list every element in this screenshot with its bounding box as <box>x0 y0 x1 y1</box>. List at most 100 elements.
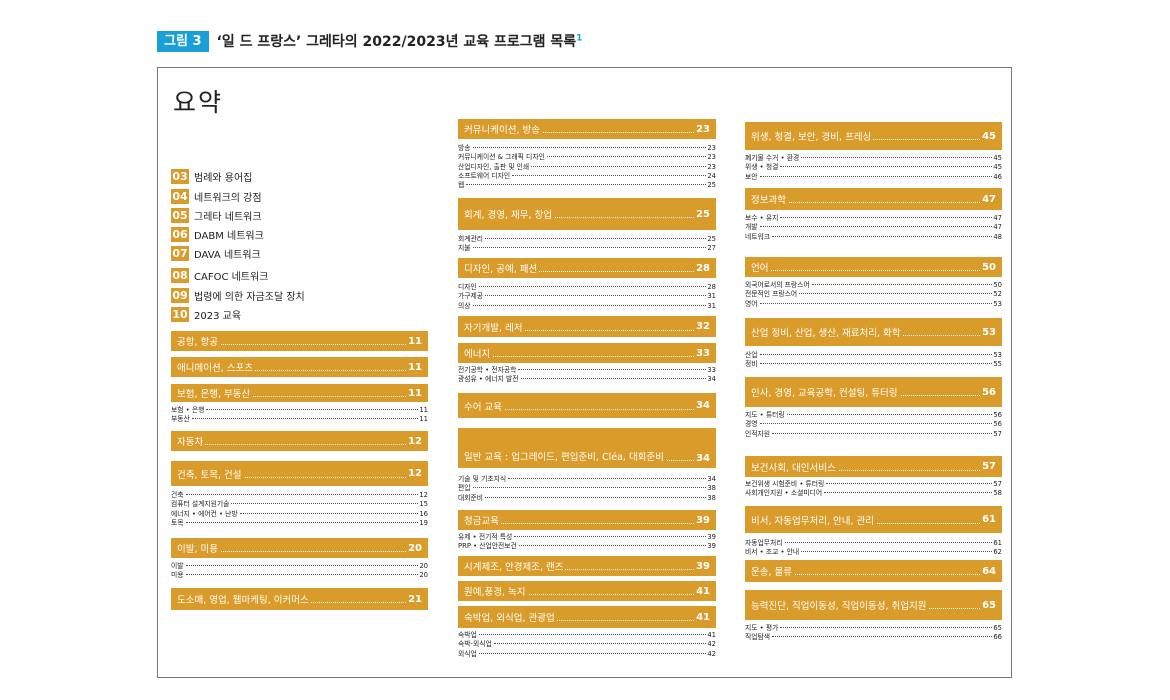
section-item[interactable]: 영어 53 <box>745 297 1002 308</box>
leader-dots <box>546 156 707 158</box>
section-page: 53 <box>982 326 996 338</box>
section-page: 61 <box>982 514 996 525</box>
section-item[interactable]: 보안 46 <box>745 170 1002 181</box>
toc-item[interactable]: 06 DABM 네트워크 <box>171 226 264 242</box>
section-item[interactable]: 대회준비 38 <box>458 491 716 502</box>
section-item[interactable]: 지도 • 튜터링 56 <box>745 409 1002 419</box>
section-item-label: 미용 <box>171 569 185 580</box>
section-item[interactable]: 기술 및 기초지식 34 <box>458 473 716 483</box>
section-header[interactable]: 원예,풍경, 녹지 41 <box>458 581 716 601</box>
section-item[interactable]: 개발 47 <box>745 221 1002 232</box>
section-item[interactable]: 외국어로서의 프랑스어 50 <box>745 279 1002 289</box>
toc-item[interactable]: 10 2023 교육 <box>171 306 241 322</box>
section-item[interactable]: 산업디자인, 출판 및 인쇄 23 <box>458 160 716 171</box>
section-header[interactable]: 자동차 12 <box>171 431 428 451</box>
section-header[interactable]: 능력진단, 직업이동성, 직업이동성, 취업지원 65 <box>745 590 1002 620</box>
section-item[interactable]: 광섬유 • 에너지 발전 34 <box>458 373 716 384</box>
section-item[interactable]: 폐기물 수거 • 환경 45 <box>745 152 1002 162</box>
section-header[interactable]: 보험, 은행, 부동산 11 <box>171 384 428 402</box>
section-header[interactable]: 산업 정비, 산업, 생산, 재료처리, 화학 53 <box>745 318 1002 346</box>
section-item[interactable]: 자동업무처리 61 <box>745 537 1002 547</box>
section-item[interactable]: 보수 • 유지 47 <box>745 212 1002 222</box>
section-item[interactable]: 직업탐색 66 <box>745 631 1002 642</box>
section-item[interactable]: 이발 20 <box>171 560 428 570</box>
section-item[interactable]: 부동산 11 <box>171 413 428 424</box>
section-item[interactable]: 보험 • 은행 11 <box>171 404 428 414</box>
section-item[interactable]: 에너지 • 에어컨 • 난방 16 <box>171 507 428 518</box>
toc-item[interactable]: 07 DAVA 네트워크 <box>171 245 261 261</box>
section-item-page: 42 <box>707 649 716 658</box>
section-header[interactable]: 수어 교육 34 <box>458 393 716 418</box>
section-item-page: 11 <box>419 406 428 414</box>
section-item[interactable]: 디자인 28 <box>458 281 716 291</box>
section-header[interactable]: 인사, 경영, 교육공학, 컨설팅, 튜터링 56 <box>745 377 1002 407</box>
toc-item[interactable]: 09 법령에 의한 자금조달 장치 <box>171 287 305 303</box>
section-item[interactable]: 편입 38 <box>458 482 716 493</box>
section-header[interactable]: 일반 교육 : 업그레이드, 편입준비, Cléa, 대회준비 34 <box>458 428 716 468</box>
section-item[interactable]: 숙박업 41 <box>458 629 716 639</box>
section-item[interactable]: 사회개인지원 • 소셜미디어 58 <box>745 487 1002 498</box>
section-header[interactable]: 도소매, 영업, 웹마케팅, 이커머스 21 <box>171 588 428 610</box>
section-item-label: 산업 <box>745 349 759 359</box>
section-header[interactable]: 디자인, 공예, 패션 28 <box>458 258 716 278</box>
section-header[interactable]: 청금교육 39 <box>458 510 716 530</box>
section-item[interactable]: 지불 27 <box>458 242 716 253</box>
section-item[interactable]: 소프트웨어 디자인 24 <box>458 169 716 180</box>
section-header[interactable]: 자기개발, 레저 32 <box>458 316 716 337</box>
section-page: 34 <box>696 400 710 411</box>
section-item[interactable]: 토목 19 <box>171 516 428 527</box>
section-item[interactable]: 유제 • 전기적 특성 39 <box>458 531 716 541</box>
section-title-text: 자기개발, 레저 <box>464 322 525 334</box>
section-item[interactable]: 보건위생 시험준비 • 튜터링 57 <box>745 478 1002 488</box>
section-item[interactable]: 경영 56 <box>745 418 1002 429</box>
section-header[interactable]: 언어 50 <box>745 257 1002 277</box>
section-item[interactable]: 커뮤니케이션 & 그래픽 디자인 23 <box>458 151 716 162</box>
section-item[interactable]: 건축 12 <box>171 489 428 499</box>
section-item[interactable]: 지도 • 평가 65 <box>745 622 1002 632</box>
section-item-page: 58 <box>993 489 1002 498</box>
section-item-label: 숙박-외식업 <box>458 638 493 649</box>
section-item[interactable]: 위생 • 청결 45 <box>745 161 1002 172</box>
section-item[interactable]: 가구제공 31 <box>458 290 716 301</box>
section-item[interactable]: 방송 23 <box>458 142 716 152</box>
toc-item[interactable]: 03 범례와 용어집 <box>171 168 252 184</box>
section-header[interactable]: 보건사회, 대인서비스 57 <box>745 456 1002 477</box>
toc-item[interactable]: 05 그레타 네트워크 <box>171 207 262 223</box>
section-item[interactable]: 정비 55 <box>745 358 1002 369</box>
section-header[interactable]: 애니메이션, 스포츠 11 <box>171 357 428 377</box>
section-header[interactable]: 건축, 토목, 건설 12 <box>171 461 428 486</box>
section-item[interactable]: 산업 53 <box>745 349 1002 359</box>
leader-dots <box>185 574 419 576</box>
section-item[interactable]: 네트워크 48 <box>745 230 1002 241</box>
section-header[interactable]: 커뮤니케이션, 방송 23 <box>458 119 716 139</box>
section-item[interactable]: 컴퓨터 설계지원기술 15 <box>171 498 428 509</box>
toc-list: 03 범례와 용어집 04 네트워크의 강점 05 그레타 네트워크 06 DABM 네… <box>171 0 428 700</box>
section-title-text: 정보과학 <box>751 195 788 206</box>
section-header[interactable]: 위생, 청결, 보안, 경비, 프레싱 45 <box>745 122 1002 150</box>
section-header[interactable]: 시계제조, 안경제조, 랜즈 39 <box>458 556 716 576</box>
section-item-page: 12 <box>419 491 428 499</box>
section-item[interactable]: 웹 25 <box>458 179 716 190</box>
section-header[interactable]: 비서, 자동업무처리, 안내, 관리 61 <box>745 506 1002 533</box>
section-item[interactable]: 전문적인 프랑스어 52 <box>745 288 1002 299</box>
toc-item[interactable]: 04 네트워크의 강점 <box>171 188 262 204</box>
section-item[interactable]: 미용 20 <box>171 569 428 580</box>
section-header[interactable]: 이발, 미용 20 <box>171 538 428 558</box>
toc-item[interactable]: 08 CAFOC 네트워크 <box>171 267 268 283</box>
section-header[interactable]: 회계, 경영, 재무, 창업 25 <box>458 198 716 230</box>
section-title: 이발, 미용 <box>177 541 407 555</box>
section-item[interactable]: PRP • 산업안전보건 39 <box>458 540 716 551</box>
section-header[interactable]: 운송, 물류 64 <box>745 560 1002 582</box>
section-item[interactable]: 외식업 42 <box>458 647 716 658</box>
section-item[interactable]: 회계관리 25 <box>458 233 716 243</box>
section-header[interactable]: 공항, 항공 11 <box>171 331 428 351</box>
section-item[interactable]: 인적자원 57 <box>745 427 1002 438</box>
section-item[interactable]: 전기공학 • 전자공학 33 <box>458 364 716 374</box>
section-header[interactable]: 숙박업, 외식업, 관광업 41 <box>458 606 716 628</box>
section-item-label: 편입 <box>458 482 472 493</box>
section-item[interactable]: 숙박-외식업 42 <box>458 638 716 649</box>
section-item[interactable]: 비서 • 조교 • 안내 62 <box>745 546 1002 557</box>
section-item[interactable]: 의상 31 <box>458 299 716 310</box>
section-header[interactable]: 정보과학 47 <box>745 188 1002 210</box>
section-header[interactable]: 에너지 33 <box>458 343 716 363</box>
